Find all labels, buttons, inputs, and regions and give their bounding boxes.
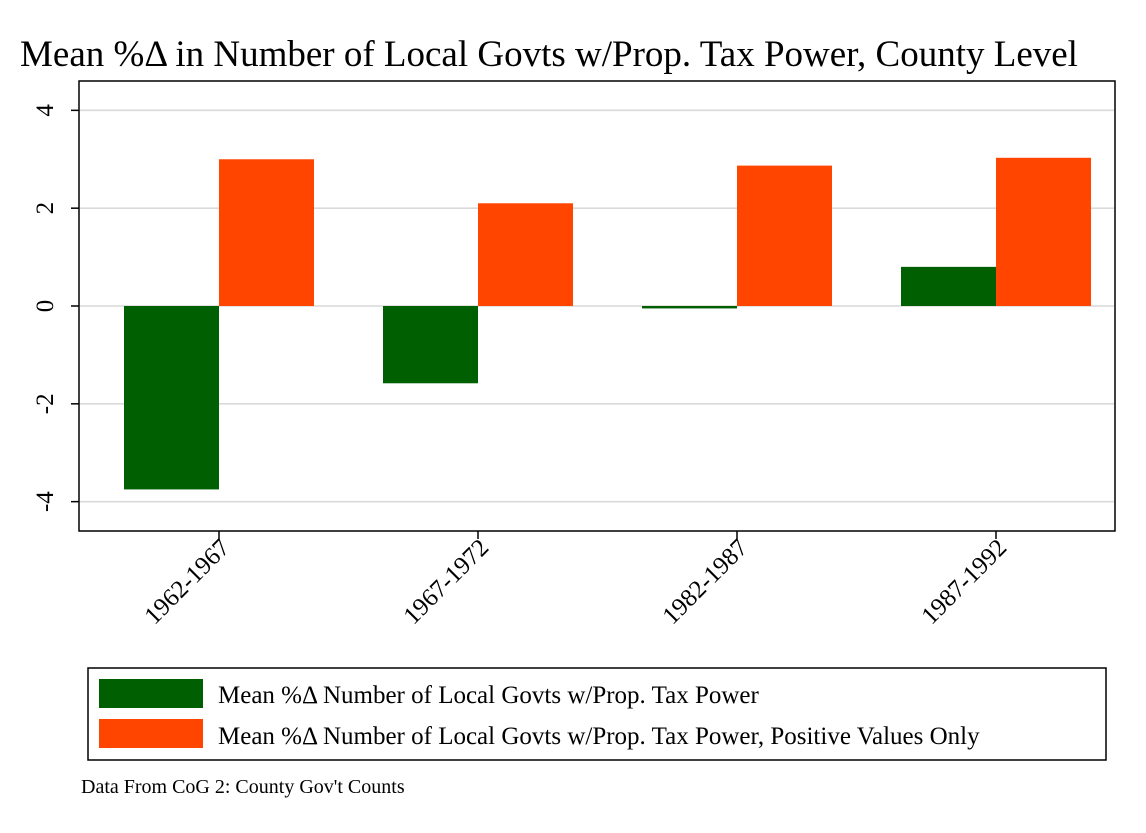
bar-series-1-1982-1987 (642, 306, 737, 309)
legend-label-series-1: Mean %Δ Number of Local Govts w/Prop. Ta… (218, 682, 760, 709)
bar-series-2-1962-1967 (219, 159, 314, 306)
x-tick-label-1982-1987: 1982-1987 (658, 534, 754, 630)
y-tick-label-4: 4 (32, 104, 59, 117)
y-axis: -4 -2 0 2 4 (32, 104, 79, 512)
source-note: Data From CoG 2: County Gov't Counts (81, 776, 405, 798)
legend-swatch-series-1 (99, 679, 203, 708)
bars (124, 157, 1091, 490)
legend-label-series-2: Mean %Δ Number of Local Govts w/Prop. Ta… (218, 723, 980, 750)
chart-title: Mean %Δ in Number of Local Govts w/Prop.… (20, 34, 1078, 75)
bar-series-1-1967-1972 (383, 306, 478, 384)
x-tick-label-1962-1967: 1962-1967 (140, 534, 236, 630)
bar-series-1-1987-1992 (901, 266, 996, 306)
bar-series-2-1987-1992 (996, 157, 1091, 306)
bar-series-2-1982-1987 (737, 165, 832, 306)
bar-series-1-1962-1967 (124, 306, 219, 490)
y-tick-label-1: -2 (32, 393, 59, 414)
y-tick-label-2: 0 (32, 300, 59, 313)
y-tick-label-0: -4 (32, 491, 59, 512)
legend (87, 667, 1107, 761)
x-tick-label-1967-1972: 1967-1972 (399, 534, 495, 630)
x-axis: 1962-1967 1967-1972 1982-1987 1987-1992 (140, 531, 1013, 630)
x-tick-label-1987-1992: 1987-1992 (917, 534, 1013, 630)
bar-series-2-1967-1972 (478, 203, 573, 306)
legend-swatch-series-2 (99, 719, 203, 748)
y-tick-label-3: 2 (32, 202, 59, 215)
